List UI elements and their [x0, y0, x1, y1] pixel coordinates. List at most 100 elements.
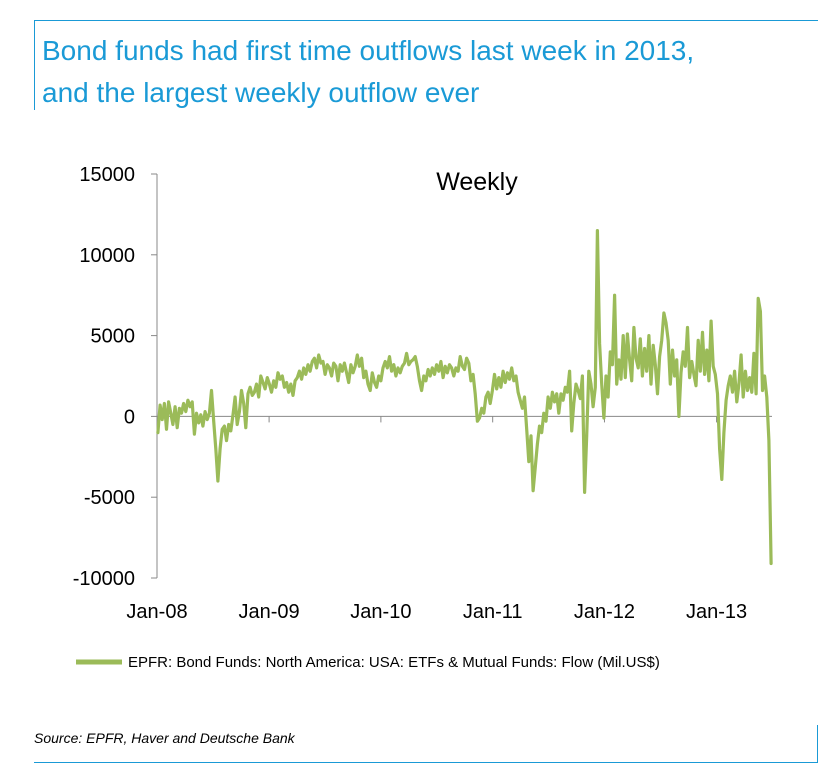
series-point — [290, 383, 292, 385]
series-point — [729, 375, 731, 377]
series-point — [423, 375, 425, 377]
series-point — [676, 359, 678, 361]
series-point — [393, 364, 395, 366]
series-point — [438, 370, 440, 372]
series-point — [590, 383, 592, 385]
series-point — [468, 362, 470, 364]
series-point — [701, 331, 704, 333]
series-point — [766, 396, 768, 398]
series-point — [526, 428, 528, 430]
series-point — [470, 380, 472, 382]
series-point — [305, 373, 307, 375]
series-point — [545, 420, 547, 422]
series-point — [601, 383, 603, 385]
series-point — [714, 373, 716, 375]
series-point — [562, 399, 564, 401]
series-point — [410, 360, 412, 363]
series-point — [185, 411, 187, 413]
series-point — [174, 406, 176, 408]
series-point — [172, 423, 174, 426]
series-point — [273, 380, 275, 382]
series-point — [365, 370, 367, 372]
series-point — [309, 370, 311, 372]
series-point — [249, 386, 251, 388]
series-point — [313, 357, 315, 359]
series-point — [584, 491, 586, 493]
series-point — [489, 402, 491, 405]
series-point — [455, 367, 457, 369]
series-point — [500, 386, 502, 388]
series-point — [161, 419, 163, 421]
series-point — [228, 423, 230, 426]
series-point — [637, 367, 639, 369]
series-point — [519, 399, 521, 401]
series-point — [639, 338, 641, 340]
series-point — [712, 365, 714, 367]
series-point — [178, 407, 180, 409]
y-tick-label: 0 — [124, 406, 135, 428]
series-point — [236, 423, 238, 426]
series-point — [536, 443, 539, 445]
series-point — [326, 364, 328, 366]
series-point — [472, 373, 474, 375]
series-point — [656, 393, 659, 395]
series-point — [232, 414, 234, 416]
series-point — [517, 391, 519, 393]
series-point — [223, 425, 225, 427]
series-point — [553, 401, 556, 403]
series-point — [708, 380, 710, 382]
series-point — [346, 372, 348, 374]
series-point — [279, 378, 281, 380]
series-point — [333, 362, 335, 364]
series-point — [513, 380, 515, 382]
series-point — [624, 377, 626, 379]
series-point — [596, 230, 599, 232]
series-point — [738, 383, 740, 385]
series-point — [202, 425, 204, 427]
series-point — [303, 367, 305, 369]
series-point — [240, 389, 243, 392]
series-point — [650, 383, 652, 385]
series-point — [751, 391, 753, 393]
series-point — [523, 396, 526, 398]
series-point — [380, 380, 382, 382]
x-tick-label: Jan-08 — [126, 601, 187, 623]
series-group — [156, 229, 773, 566]
series-point — [734, 370, 736, 372]
series-point — [189, 406, 191, 408]
series-point — [187, 399, 189, 401]
series-point — [699, 370, 701, 372]
series-point — [515, 375, 517, 377]
series-point — [746, 389, 749, 392]
series-point — [378, 375, 380, 377]
series-point — [487, 391, 489, 393]
series-point — [695, 385, 697, 387]
series-point — [541, 432, 543, 434]
series-point — [348, 381, 350, 384]
series-point — [731, 391, 734, 393]
series-point — [461, 365, 463, 367]
y-tick-label: 15000 — [79, 164, 135, 186]
series-point — [221, 428, 223, 430]
series-point — [191, 401, 193, 403]
source-note: Source: EPFR, Haver and Deutsche Bank — [34, 730, 295, 746]
series-point — [742, 396, 744, 398]
series-point — [476, 420, 478, 422]
series-point — [418, 380, 421, 382]
series-point — [234, 396, 236, 398]
series-point — [268, 383, 270, 385]
series-point — [453, 375, 455, 377]
series-point — [361, 357, 363, 359]
series-point — [594, 386, 596, 388]
series-point — [384, 360, 386, 363]
series-point — [667, 339, 669, 341]
series-point — [560, 393, 562, 395]
frame-left-border — [34, 20, 35, 110]
x-tick-label: Jan-11 — [463, 601, 523, 623]
series-point — [498, 377, 500, 379]
page-title-line-2: and the largest weekly outflow ever — [42, 77, 480, 108]
series-point — [388, 356, 391, 358]
series-point — [605, 375, 607, 377]
series-point — [168, 401, 170, 403]
